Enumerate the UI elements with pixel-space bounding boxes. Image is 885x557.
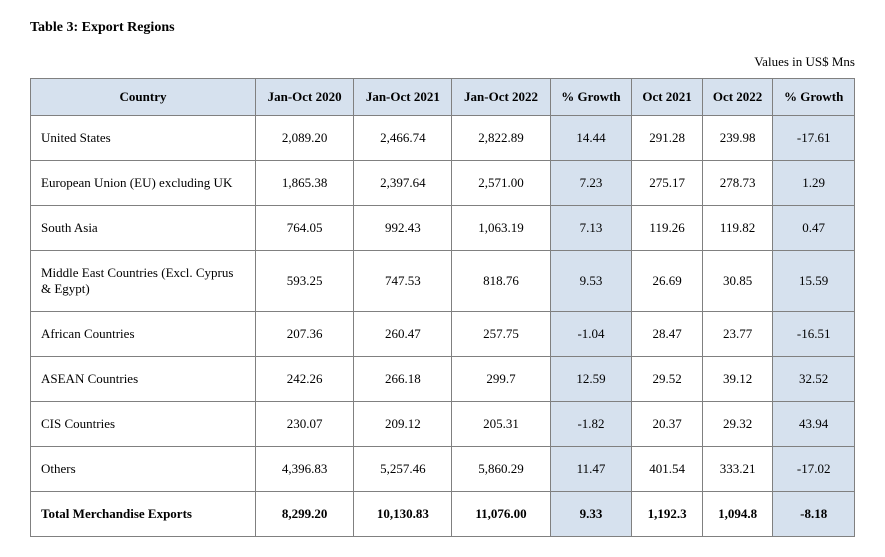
cell-country: South Asia <box>31 206 256 251</box>
cell-oct2021: 29.52 <box>632 357 703 402</box>
col-oct2021: Oct 2021 <box>632 79 703 116</box>
table-row: African Countries 207.36 260.47 257.75 -… <box>31 312 855 357</box>
cell-growth2: 1.29 <box>773 161 855 206</box>
cell-growth2: -17.02 <box>773 447 855 492</box>
col-janoct2020: Jan-Oct 2020 <box>256 79 354 116</box>
cell-janoct2020: 242.26 <box>256 357 354 402</box>
cell-growth2: -8.18 <box>773 492 855 537</box>
cell-janoct2022: 5,860.29 <box>452 447 550 492</box>
cell-oct2021: 119.26 <box>632 206 703 251</box>
table-total-row: Total Merchandise Exports 8,299.20 10,13… <box>31 492 855 537</box>
cell-growth2: 32.52 <box>773 357 855 402</box>
cell-growth1: 9.33 <box>550 492 632 537</box>
cell-country: ASEAN Countries <box>31 357 256 402</box>
cell-oct2021: 28.47 <box>632 312 703 357</box>
col-janoct2021: Jan-Oct 2021 <box>354 79 452 116</box>
col-growth1: % Growth <box>550 79 632 116</box>
cell-oct2022: 29.32 <box>702 402 773 447</box>
cell-growth1: 14.44 <box>550 116 632 161</box>
cell-oct2021: 20.37 <box>632 402 703 447</box>
col-country: Country <box>31 79 256 116</box>
cell-janoct2020: 593.25 <box>256 251 354 312</box>
cell-oct2022: 23.77 <box>702 312 773 357</box>
cell-janoct2021: 266.18 <box>354 357 452 402</box>
table-body: United States 2,089.20 2,466.74 2,822.89… <box>31 116 855 537</box>
cell-janoct2020: 2,089.20 <box>256 116 354 161</box>
cell-growth1: 7.13 <box>550 206 632 251</box>
cell-janoct2020: 4,396.83 <box>256 447 354 492</box>
cell-growth2: 0.47 <box>773 206 855 251</box>
cell-janoct2020: 8,299.20 <box>256 492 354 537</box>
table-subtitle: Values in US$ Mns <box>30 54 855 70</box>
cell-oct2021: 275.17 <box>632 161 703 206</box>
cell-country: CIS Countries <box>31 402 256 447</box>
table-row: European Union (EU) excluding UK 1,865.3… <box>31 161 855 206</box>
cell-oct2021: 291.28 <box>632 116 703 161</box>
cell-janoct2020: 230.07 <box>256 402 354 447</box>
cell-janoct2022: 299.7 <box>452 357 550 402</box>
table-row: Others 4,396.83 5,257.46 5,860.29 11.47 … <box>31 447 855 492</box>
cell-country: United States <box>31 116 256 161</box>
cell-janoct2021: 10,130.83 <box>354 492 452 537</box>
cell-oct2021: 1,192.3 <box>632 492 703 537</box>
cell-oct2021: 401.54 <box>632 447 703 492</box>
cell-janoct2021: 992.43 <box>354 206 452 251</box>
cell-growth1: 12.59 <box>550 357 632 402</box>
cell-oct2022: 333.21 <box>702 447 773 492</box>
cell-oct2022: 30.85 <box>702 251 773 312</box>
cell-growth2: -17.61 <box>773 116 855 161</box>
cell-janoct2021: 260.47 <box>354 312 452 357</box>
cell-janoct2022: 1,063.19 <box>452 206 550 251</box>
cell-janoct2022: 2,571.00 <box>452 161 550 206</box>
col-janoct2022: Jan-Oct 2022 <box>452 79 550 116</box>
table-header-row: Country Jan-Oct 2020 Jan-Oct 2021 Jan-Oc… <box>31 79 855 116</box>
cell-janoct2022: 11,076.00 <box>452 492 550 537</box>
cell-janoct2020: 764.05 <box>256 206 354 251</box>
col-oct2022: Oct 2022 <box>702 79 773 116</box>
cell-growth1: 9.53 <box>550 251 632 312</box>
cell-growth2: 15.59 <box>773 251 855 312</box>
cell-janoct2021: 2,466.74 <box>354 116 452 161</box>
cell-oct2022: 1,094.8 <box>702 492 773 537</box>
cell-janoct2022: 257.75 <box>452 312 550 357</box>
cell-country: Total Merchandise Exports <box>31 492 256 537</box>
cell-country: African Countries <box>31 312 256 357</box>
cell-janoct2021: 747.53 <box>354 251 452 312</box>
cell-growth1: 7.23 <box>550 161 632 206</box>
table-title: Table 3: Export Regions <box>30 20 855 36</box>
table-row: CIS Countries 230.07 209.12 205.31 -1.82… <box>31 402 855 447</box>
cell-oct2022: 239.98 <box>702 116 773 161</box>
table-row: Middle East Countries (Excl. Cyprus & Eg… <box>31 251 855 312</box>
cell-oct2022: 278.73 <box>702 161 773 206</box>
cell-janoct2021: 5,257.46 <box>354 447 452 492</box>
cell-growth1: -1.82 <box>550 402 632 447</box>
export-regions-table: Country Jan-Oct 2020 Jan-Oct 2021 Jan-Oc… <box>30 78 855 537</box>
cell-janoct2022: 2,822.89 <box>452 116 550 161</box>
cell-janoct2021: 2,397.64 <box>354 161 452 206</box>
cell-growth1: -1.04 <box>550 312 632 357</box>
cell-janoct2020: 1,865.38 <box>256 161 354 206</box>
cell-growth2: 43.94 <box>773 402 855 447</box>
cell-country: Others <box>31 447 256 492</box>
table-row: South Asia 764.05 992.43 1,063.19 7.13 1… <box>31 206 855 251</box>
cell-janoct2022: 205.31 <box>452 402 550 447</box>
cell-janoct2020: 207.36 <box>256 312 354 357</box>
cell-country: European Union (EU) excluding UK <box>31 161 256 206</box>
cell-janoct2022: 818.76 <box>452 251 550 312</box>
table-row: ASEAN Countries 242.26 266.18 299.7 12.5… <box>31 357 855 402</box>
cell-growth2: -16.51 <box>773 312 855 357</box>
cell-oct2022: 39.12 <box>702 357 773 402</box>
cell-country: Middle East Countries (Excl. Cyprus & Eg… <box>31 251 256 312</box>
cell-growth1: 11.47 <box>550 447 632 492</box>
col-growth2: % Growth <box>773 79 855 116</box>
cell-oct2022: 119.82 <box>702 206 773 251</box>
cell-janoct2021: 209.12 <box>354 402 452 447</box>
table-row: United States 2,089.20 2,466.74 2,822.89… <box>31 116 855 161</box>
cell-oct2021: 26.69 <box>632 251 703 312</box>
